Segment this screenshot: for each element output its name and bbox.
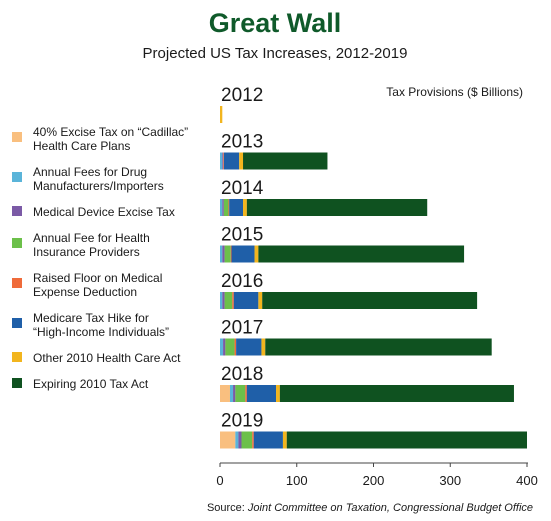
legend-label-8: Expiring 2010 Tax Act	[33, 377, 149, 391]
bar-2013-series-8	[243, 152, 328, 170]
bar-2015-series-3	[222, 245, 225, 263]
legend-label-2: Annual Fees for Drug Manufacturers/Import…	[33, 165, 164, 193]
value-axis-label: Tax Provisions ($ Billions)	[386, 85, 523, 99]
chart-subtitle: Projected US Tax Increases, 2012-2019	[143, 45, 408, 62]
bar-2018-series-3	[233, 385, 236, 402]
year-label-2017: 2017	[221, 318, 263, 339]
bar-2018-series-6	[246, 385, 277, 402]
bar-2018-series-8	[279, 385, 514, 402]
year-label-2019: 2019	[221, 411, 263, 432]
x-tick-label-400: 400	[516, 473, 538, 488]
bar-2019-series-3	[238, 431, 242, 449]
x-tick-label-300: 300	[439, 473, 461, 488]
bar-2019-series-8	[286, 431, 527, 449]
bar-2013-series-5	[223, 152, 224, 170]
bar-2019-series-6	[253, 431, 283, 449]
source-text: Joint Committee on Taxation, Congression…	[247, 502, 533, 514]
bar-2012-series-7	[220, 106, 223, 123]
bar-2017-series-7	[261, 338, 266, 356]
year-label-2016: 2016	[221, 271, 263, 292]
bar-2016-series-2	[220, 292, 223, 309]
bar-2013-series-7	[239, 152, 244, 170]
bar-2016-series-7	[258, 292, 263, 309]
bar-2018-series-5	[245, 385, 247, 402]
bar-2014-series-6	[229, 199, 244, 216]
bar-2019-series-1	[220, 431, 236, 449]
bar-2017-series-2	[220, 338, 224, 356]
legend-swatch-8	[12, 378, 22, 388]
bar-2016-series-6	[233, 292, 259, 309]
bar-2017-series-5	[234, 338, 237, 356]
legend-label-3: Medical Device Excise Tax	[33, 205, 175, 219]
bar-2015-series-7	[254, 245, 259, 263]
bar-2014-series-8	[246, 199, 428, 216]
bar-2016-series-3	[222, 292, 225, 309]
legend-label-1: 40% Excise Tax on “Cadillac” Health Care …	[33, 125, 188, 153]
legend-swatch-6	[12, 318, 22, 328]
bar-2014-series-2	[220, 199, 223, 216]
bar-2014-series-7	[243, 199, 247, 216]
year-label-2012: 2012	[221, 85, 263, 106]
legend-swatch-4	[12, 238, 22, 248]
bar-2019-series-4	[241, 431, 253, 449]
legend: 40% Excise Tax on “Cadillac” Health Care …	[12, 125, 188, 391]
bar-2013-series-6	[223, 152, 240, 170]
bar-2017-series-8	[265, 338, 492, 356]
bar-2015-series-4	[224, 245, 231, 263]
bar-2019-series-5	[252, 431, 254, 449]
legend-swatch-3	[12, 206, 22, 216]
bar-2015-series-2	[220, 245, 223, 263]
bar-2015-series-5	[230, 245, 232, 263]
bar-2017-series-4	[225, 338, 235, 356]
year-label-2014: 2014	[221, 178, 264, 199]
bar-2017-series-3	[223, 338, 226, 356]
legend-swatch-2	[12, 172, 22, 182]
bar-2016-series-5	[232, 292, 234, 309]
bar-2018-series-7	[276, 385, 280, 402]
bar-2016-series-8	[262, 292, 478, 309]
bar-2014-series-5	[228, 199, 230, 216]
legend-label-5: Raised Floor on Medical Expense Deduction	[33, 271, 162, 299]
legend-label-4: Annual Fee for Health Insurance Providers	[33, 231, 150, 259]
legend-swatch-1	[12, 132, 22, 142]
source-note: Source: Joint Committee on Taxation, Con…	[207, 502, 533, 514]
x-tick-label-200: 200	[363, 473, 385, 488]
legend-label-7: Other 2010 Health Care Act	[33, 351, 181, 365]
year-label-2013: 2013	[221, 132, 263, 153]
year-label-2018: 2018	[221, 364, 263, 385]
bar-2013-series-3	[222, 152, 224, 170]
x-axis: 0 100 200 300 400	[216, 463, 538, 488]
bar-2018-series-4	[235, 385, 246, 402]
bar-2017-series-6	[236, 338, 262, 356]
source-prefix: Source:	[207, 502, 248, 514]
legend-label-6: Medicare Tax Hike for “High-Income Indivi…	[33, 311, 169, 339]
bar-2014-series-3	[222, 199, 224, 216]
bar-2014-series-4	[223, 199, 229, 216]
bar-2018-series-2	[229, 385, 234, 402]
legend-swatch-5	[12, 278, 22, 288]
bar-2015-series-6	[231, 245, 255, 263]
bar-2019-series-7	[282, 431, 287, 449]
plot-area: 2012 2013 2014 2015 2016 2017 2018 2019	[220, 85, 527, 449]
year-label-2015: 2015	[221, 225, 263, 246]
legend-swatch-7	[12, 352, 22, 362]
chart-title: Great Wall	[209, 8, 342, 38]
x-tick-label-100: 100	[286, 473, 308, 488]
bar-2018-series-1	[220, 385, 230, 402]
bar-2015-series-8	[258, 245, 465, 263]
bar-2016-series-4	[224, 292, 233, 309]
x-tick-label-0: 0	[216, 473, 223, 488]
bar-2013-series-2	[220, 152, 223, 170]
bar-2019-series-2	[235, 431, 239, 449]
